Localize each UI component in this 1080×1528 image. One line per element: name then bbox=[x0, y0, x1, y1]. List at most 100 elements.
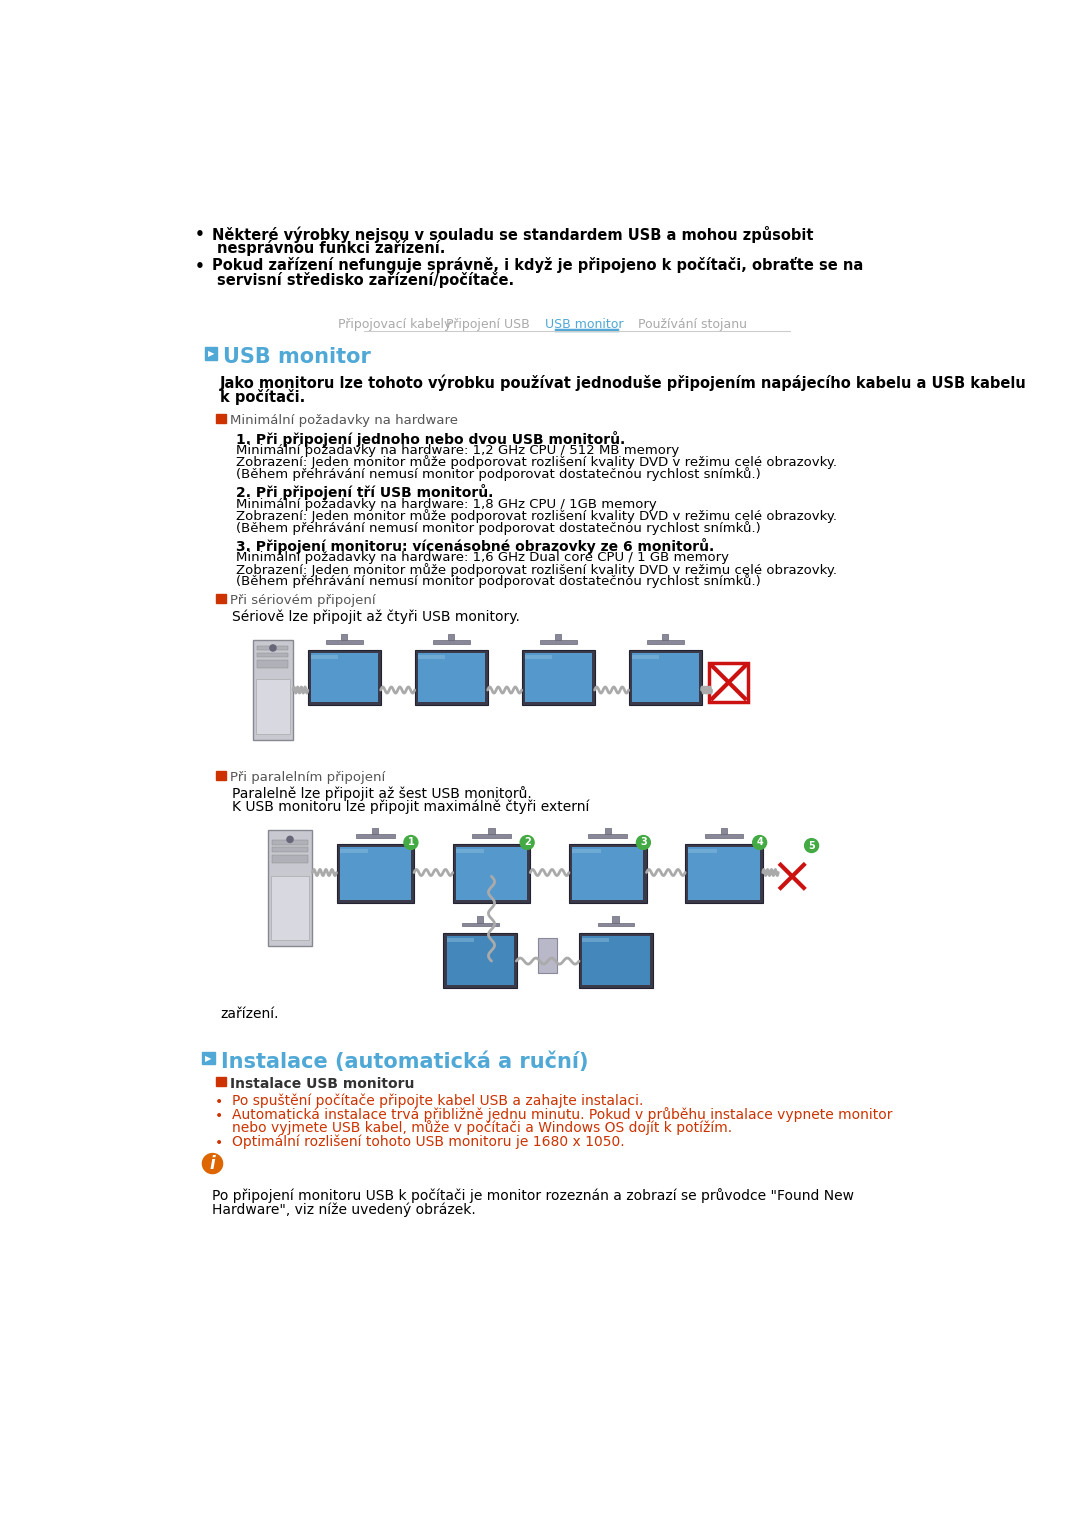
Circle shape bbox=[521, 836, 535, 850]
FancyBboxPatch shape bbox=[433, 640, 470, 643]
FancyBboxPatch shape bbox=[688, 850, 717, 853]
Text: Instalace USB monitoru: Instalace USB monitoru bbox=[230, 1077, 414, 1091]
Text: 2. Při připojení tří USB monitorů.: 2. Při připojení tří USB monitorů. bbox=[235, 484, 494, 501]
Text: Minimální požadavky na hardware: 1,8 GHz CPU / 1GB memory: Minimální požadavky na hardware: 1,8 GHz… bbox=[235, 498, 657, 510]
FancyBboxPatch shape bbox=[589, 834, 627, 837]
Text: (Během přehrávání nemusí monitor podporovat dostatečnou rychlost snímků.): (Během přehrávání nemusí monitor podporo… bbox=[235, 466, 760, 481]
FancyBboxPatch shape bbox=[453, 843, 530, 903]
Circle shape bbox=[805, 839, 819, 853]
Text: ▶: ▶ bbox=[205, 1054, 212, 1062]
FancyBboxPatch shape bbox=[205, 347, 217, 359]
Text: Sériově lze připojit až čtyři USB monitory.: Sériově lze připojit až čtyři USB monito… bbox=[232, 610, 519, 623]
FancyBboxPatch shape bbox=[373, 828, 378, 834]
Text: •: • bbox=[195, 258, 205, 274]
FancyBboxPatch shape bbox=[462, 923, 499, 926]
Text: Jako monitoru lze tohoto výrobku používat jednoduše připojením napájecího kabelu: Jako monitoru lze tohoto výrobku používa… bbox=[220, 374, 1027, 391]
FancyBboxPatch shape bbox=[456, 847, 527, 900]
Text: i: i bbox=[210, 1155, 215, 1172]
FancyBboxPatch shape bbox=[704, 834, 743, 837]
FancyBboxPatch shape bbox=[488, 828, 495, 834]
FancyBboxPatch shape bbox=[444, 932, 517, 989]
FancyBboxPatch shape bbox=[216, 770, 226, 781]
FancyBboxPatch shape bbox=[311, 656, 338, 659]
Text: 3: 3 bbox=[640, 837, 647, 848]
Text: 1: 1 bbox=[407, 837, 415, 848]
Text: Hardware", viz níže uvedený obrázek.: Hardware", viz níže uvedený obrázek. bbox=[213, 1203, 476, 1216]
FancyBboxPatch shape bbox=[339, 850, 368, 853]
Text: ▶: ▶ bbox=[207, 348, 214, 358]
FancyBboxPatch shape bbox=[271, 876, 309, 940]
Text: K USB monitoru lze připojit maximálně čtyři externí: K USB monitoru lze připojit maximálně čt… bbox=[232, 799, 590, 814]
FancyBboxPatch shape bbox=[522, 649, 595, 706]
Text: •: • bbox=[215, 1109, 224, 1123]
FancyBboxPatch shape bbox=[268, 830, 312, 946]
FancyBboxPatch shape bbox=[579, 932, 652, 989]
FancyBboxPatch shape bbox=[415, 649, 488, 706]
FancyBboxPatch shape bbox=[688, 847, 759, 900]
Text: Automatická instalace trvá přibližně jednu minutu. Pokud v průběhu instalace vyp: Automatická instalace trvá přibližně jed… bbox=[232, 1108, 892, 1122]
Text: nebo vyjmete USB kabel, může v počítači a Windows OS dojít k potížím.: nebo vyjmete USB kabel, může v počítači … bbox=[232, 1120, 732, 1135]
FancyBboxPatch shape bbox=[572, 847, 644, 900]
FancyBboxPatch shape bbox=[216, 1077, 226, 1086]
Circle shape bbox=[270, 645, 276, 651]
Text: Připojovací kabely: Připojovací kabely bbox=[338, 318, 451, 332]
FancyBboxPatch shape bbox=[308, 649, 381, 706]
FancyBboxPatch shape bbox=[446, 938, 473, 941]
FancyBboxPatch shape bbox=[540, 640, 577, 643]
Text: Po připojení monitoru USB k počítači je monitor rozeznán a zobrazí se průvodce ": Po připojení monitoru USB k počítači je … bbox=[213, 1189, 854, 1203]
Text: •: • bbox=[195, 228, 205, 243]
FancyBboxPatch shape bbox=[612, 917, 619, 923]
FancyBboxPatch shape bbox=[582, 938, 609, 941]
FancyBboxPatch shape bbox=[272, 840, 308, 845]
FancyBboxPatch shape bbox=[456, 850, 484, 853]
Text: Instalace (automatická a ruční): Instalace (automatická a ruční) bbox=[221, 1051, 589, 1073]
FancyBboxPatch shape bbox=[632, 656, 659, 659]
Text: 1. Při připojení jednoho nebo dvou USB monitorů.: 1. Při připojení jednoho nebo dvou USB m… bbox=[235, 431, 625, 446]
FancyBboxPatch shape bbox=[569, 843, 647, 903]
Text: Pokud zařízení nefunguje správně, i když je připojeno k počítači, obraťte se na: Pokud zařízení nefunguje správně, i když… bbox=[213, 257, 864, 274]
Text: (Během přehrávání nemusí monitor podporovat dostatečnou rychlost snímků.): (Během přehrávání nemusí monitor podporo… bbox=[235, 521, 760, 535]
FancyBboxPatch shape bbox=[418, 656, 445, 659]
FancyBboxPatch shape bbox=[662, 634, 669, 640]
FancyBboxPatch shape bbox=[216, 594, 226, 604]
Circle shape bbox=[404, 836, 418, 850]
FancyBboxPatch shape bbox=[202, 1051, 215, 1063]
FancyBboxPatch shape bbox=[448, 634, 455, 640]
Text: servisní středisko zařízení/počítače.: servisní středisko zařízení/počítače. bbox=[217, 272, 514, 287]
FancyBboxPatch shape bbox=[632, 652, 699, 703]
FancyBboxPatch shape bbox=[476, 917, 483, 923]
Text: Při sériovém připojení: Při sériovém připojení bbox=[230, 594, 375, 607]
Text: USB monitor: USB monitor bbox=[224, 347, 372, 367]
Text: 4: 4 bbox=[756, 837, 764, 848]
Text: 5: 5 bbox=[808, 840, 815, 851]
Text: Optimální rozlišení tohoto USB monitoru je 1680 x 1050.: Optimální rozlišení tohoto USB monitoru … bbox=[232, 1134, 624, 1149]
FancyBboxPatch shape bbox=[339, 847, 410, 900]
Text: 3. Připojení monitoru: vícenásobné obrazovky ze 6 monitorů.: 3. Připojení monitoru: vícenásobné obraz… bbox=[235, 538, 714, 555]
FancyBboxPatch shape bbox=[721, 828, 727, 834]
FancyBboxPatch shape bbox=[605, 828, 611, 834]
FancyBboxPatch shape bbox=[418, 652, 485, 703]
Text: k počítači.: k počítači. bbox=[220, 390, 306, 405]
FancyBboxPatch shape bbox=[525, 652, 592, 703]
FancyBboxPatch shape bbox=[597, 923, 634, 926]
FancyBboxPatch shape bbox=[311, 652, 378, 703]
FancyBboxPatch shape bbox=[582, 935, 649, 986]
Text: Používání stojanu: Používání stojanu bbox=[638, 318, 747, 332]
Text: Zobrazení: Jeden monitor může podporovat rozlišení kvality DVD v režimu celé obr: Zobrazení: Jeden monitor může podporovat… bbox=[235, 509, 837, 523]
FancyBboxPatch shape bbox=[685, 843, 762, 903]
Text: •: • bbox=[215, 1135, 224, 1151]
FancyBboxPatch shape bbox=[257, 652, 288, 657]
Text: Některé výrobky nejsou v souladu se standardem USB a mohou způsobit: Některé výrobky nejsou v souladu se stan… bbox=[213, 226, 814, 243]
Text: Zobrazení: Jeden monitor může podporovat rozlišení kvality DVD v režimu celé obr: Zobrazení: Jeden monitor může podporovat… bbox=[235, 562, 837, 578]
Circle shape bbox=[753, 836, 767, 850]
Text: Zobrazení: Jeden monitor může podporovat rozlišení kvality DVD v režimu celé obr: Zobrazení: Jeden monitor může podporovat… bbox=[235, 455, 837, 469]
Text: nesprávnou funkci zařízení.: nesprávnou funkci zařízení. bbox=[217, 240, 446, 257]
Circle shape bbox=[287, 836, 293, 842]
FancyBboxPatch shape bbox=[272, 847, 308, 851]
Text: Při paralelním připojení: Při paralelním připojení bbox=[230, 770, 384, 784]
Text: Minimální požadavky na hardware: Minimální požadavky na hardware bbox=[230, 414, 458, 426]
Text: Minimální požadavky na hardware: 1,6 GHz Dual core CPU / 1 GB memory: Minimální požadavky na hardware: 1,6 GHz… bbox=[235, 552, 729, 564]
FancyBboxPatch shape bbox=[472, 834, 511, 837]
FancyBboxPatch shape bbox=[525, 656, 552, 659]
FancyBboxPatch shape bbox=[272, 854, 308, 862]
